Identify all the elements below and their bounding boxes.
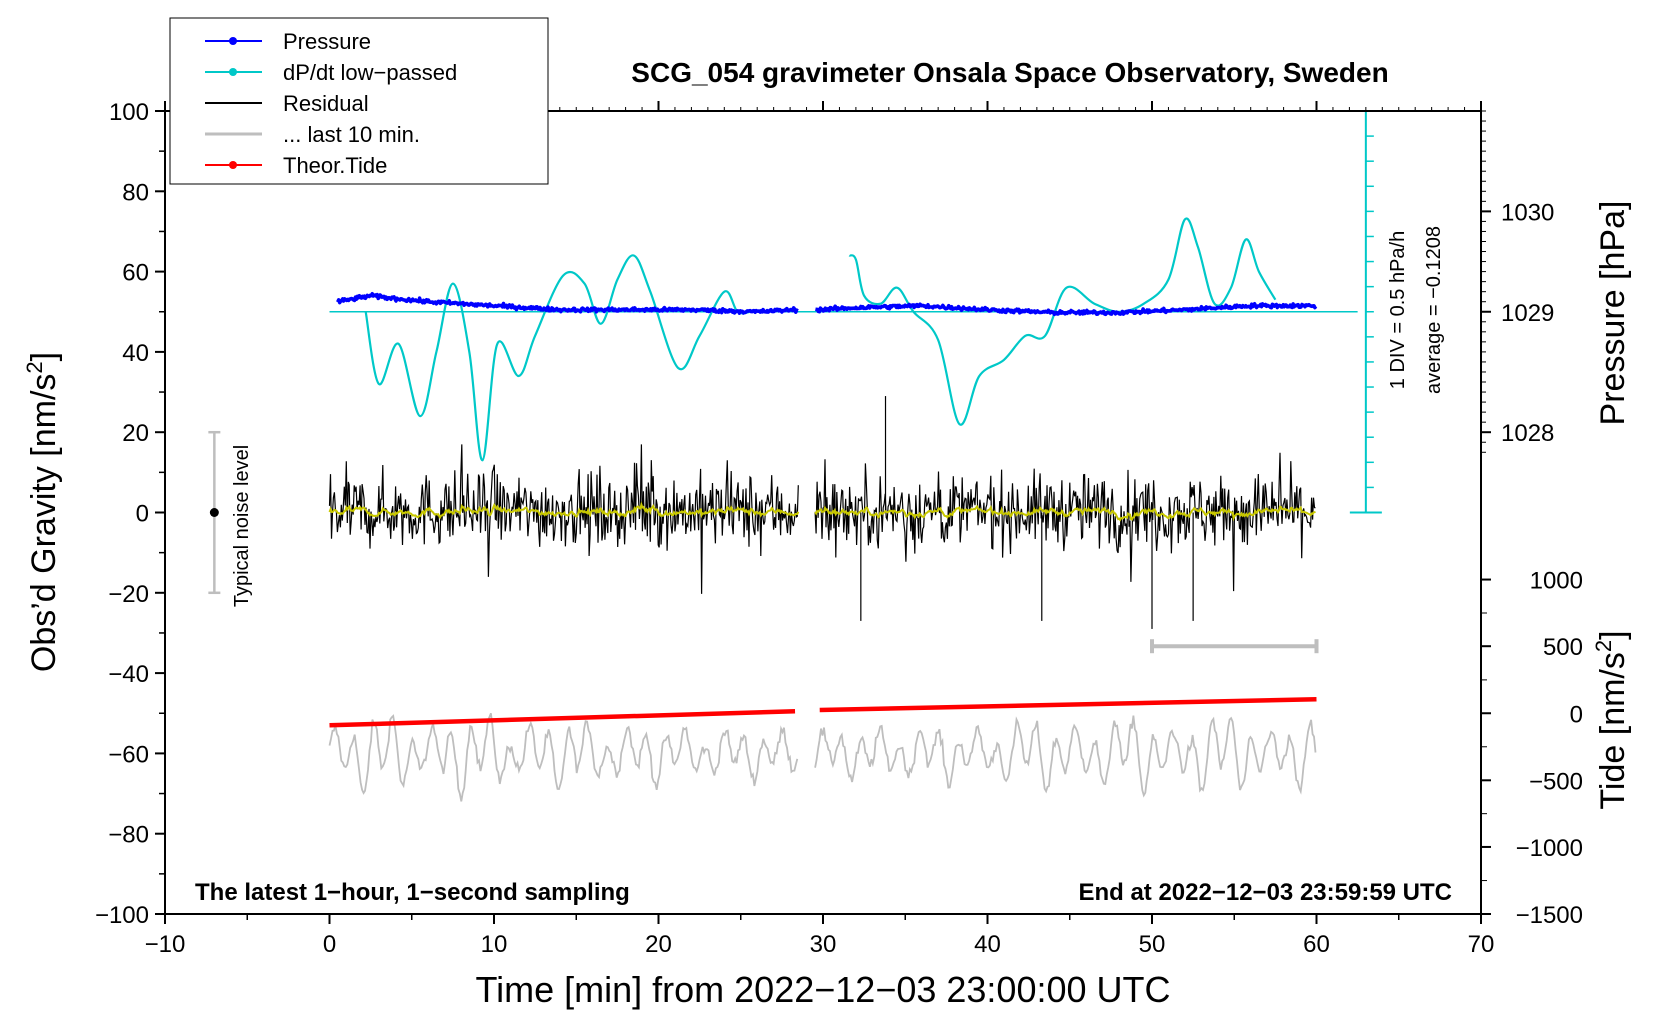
x-tick-label: 70	[1468, 931, 1495, 958]
x-tick-label: 50	[1139, 931, 1166, 958]
y-axis-ticks: −100 −80 −60 −40 −20 0 20 40 60 80 100	[95, 99, 165, 929]
theoretical-tide-series	[329, 696, 1317, 728]
tide-line-a	[329, 708, 796, 728]
residual-smoothed-series	[328, 501, 1316, 522]
y-tick-label: −60	[108, 741, 149, 768]
footer-right: End at 2022−12−03 23:59:59 UTC	[1078, 879, 1452, 906]
dpdt-line-a	[364, 254, 751, 462]
y-tick-label: 40	[122, 340, 149, 367]
last-10-min-line	[328, 712, 1317, 802]
typical-noise-indicator	[208, 430, 221, 595]
x-tick-label: 20	[645, 931, 672, 958]
tide-tick-label: −500	[1529, 768, 1583, 795]
legend-label: Pressure	[283, 29, 371, 54]
x-tick-label: 60	[1303, 931, 1330, 958]
dpdt-series	[329, 217, 1358, 462]
y-tick-label: −100	[95, 902, 149, 929]
legend-label: ... last 10 min.	[283, 122, 420, 147]
legend-box	[169, 17, 549, 185]
pressure-tick-label: 1029	[1501, 300, 1554, 327]
last-10-min-series	[328, 712, 1317, 802]
legend-label: Theor.Tide	[283, 153, 387, 178]
y-tick-label: −20	[108, 581, 149, 608]
pressure-line	[336, 292, 1318, 317]
legend-marker	[229, 68, 237, 76]
x-tick-label: −10	[145, 931, 186, 958]
chart-title: SCG_054 gravimeter Onsala Space Observat…	[631, 57, 1388, 88]
residual-smooth-line	[328, 501, 1316, 522]
tide-tick-label: −1500	[1516, 902, 1583, 929]
dpdt-scale-bar	[1349, 110, 1382, 514]
y-tick-label: 0	[136, 501, 149, 528]
y-axis-label-pressure: Pressure [hPa]	[1594, 201, 1632, 426]
noise-center-dot	[209, 508, 219, 517]
x-axis-label: Time [min] from 2022−12−03 23:00:00 UTC	[475, 969, 1170, 1010]
x-axis-ticks: −10 0 10 20 30 40 50 60 70	[145, 101, 1495, 958]
tide-tick-label: 500	[1543, 634, 1583, 661]
x-tick-label: 30	[810, 931, 837, 958]
tide-line-b	[819, 696, 1317, 713]
x-tick-label: 0	[323, 931, 336, 958]
legend-marker	[229, 37, 237, 45]
y-tick-label: 100	[109, 99, 149, 126]
dpdt-average-label: average = −0.1208	[1423, 226, 1445, 394]
dpdt-line-b	[848, 217, 1277, 426]
tide-tick-label: 1000	[1530, 568, 1583, 595]
legend-marker	[229, 161, 237, 169]
legend-entries: Pressure dP/dt low−passed Residual ... last…	[205, 29, 457, 178]
y-tick-label: 20	[122, 420, 149, 447]
pressure-tick-label: 1030	[1501, 199, 1554, 226]
x-tick-label: 10	[481, 931, 508, 958]
legend: Pressure dP/dt low−passed Residual ... last…	[169, 17, 549, 185]
noise-label: Typical noise level	[231, 445, 253, 607]
x-tick-label: 40	[974, 931, 1001, 958]
y-tick-label: 60	[122, 260, 149, 287]
pressure-series	[336, 292, 1318, 317]
legend-label: Residual	[283, 91, 369, 116]
last-10-min-bracket	[1150, 639, 1319, 654]
tide-axis-ticks: −1500 −1000 −500 0 500 1000	[1481, 568, 1583, 929]
y-axis-label-left: Obs’d Gravity [nm/s2]	[22, 352, 63, 672]
dpdt-scale-label: 1 DIV = 0.5 hPa/h	[1387, 231, 1409, 389]
y-tick-label: 80	[122, 179, 149, 206]
footer-left: The latest 1−hour, 1−second sampling	[195, 879, 630, 906]
legend-label: dP/dt low−passed	[283, 60, 457, 85]
pressure-axis-ticks: 1028 1029 1030	[1481, 110, 1554, 453]
tide-tick-label: −1000	[1516, 835, 1583, 862]
y-tick-label: −80	[108, 822, 149, 849]
tide-tick-label: 0	[1570, 701, 1583, 728]
pressure-tick-label: 1028	[1501, 420, 1554, 447]
y-tick-label: −40	[108, 661, 149, 688]
y-axis-label-tide: Tide [nm/s2]	[1591, 630, 1632, 809]
